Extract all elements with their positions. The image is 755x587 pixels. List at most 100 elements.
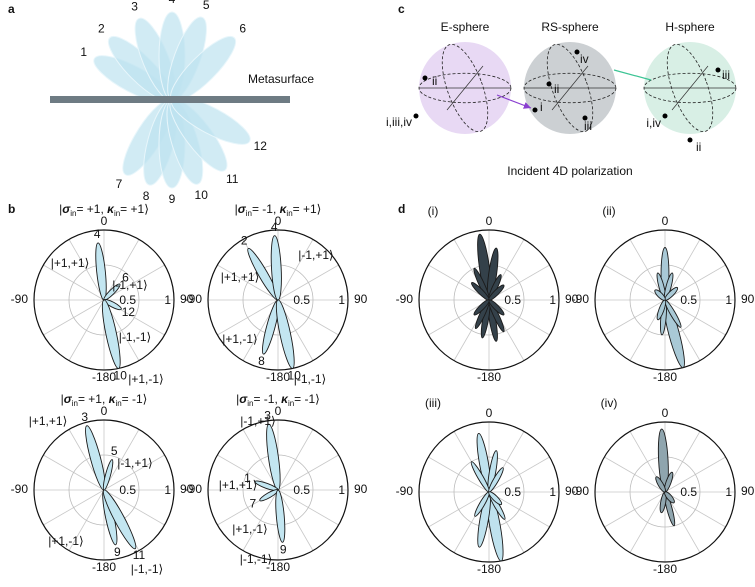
title-part: = +1, — [76, 202, 107, 216]
theta-tick-label: 90 — [180, 482, 194, 496]
title-part: κ — [109, 392, 117, 406]
r-grid-circle — [207, 419, 349, 561]
point-label: i,iii,iv — [386, 115, 412, 129]
lobe-label: 2 — [241, 234, 248, 248]
metasurface-label: Metasurface — [248, 72, 314, 86]
axis — [671, 65, 709, 111]
lobe-label: 10 — [114, 368, 128, 382]
beam-number: 9 — [169, 192, 176, 206]
theta-tick-label: 0 — [101, 214, 108, 228]
title-part: in — [288, 399, 294, 408]
beam-number: 2 — [98, 21, 105, 35]
state-label: |-1,-1⟩ — [131, 562, 163, 576]
title-part: in — [72, 399, 78, 408]
point-label: ii — [432, 74, 437, 88]
theta-tick-label: 0 — [275, 404, 282, 418]
lobe-label: 3 — [264, 408, 271, 422]
sphere-point — [582, 115, 588, 121]
state-label: |-1,+1⟩ — [240, 414, 275, 428]
title-part: in — [246, 209, 252, 218]
theta-tick-label: -90 — [572, 292, 590, 306]
beam-number: 6 — [239, 21, 246, 35]
theta-tick-label: 90 — [741, 292, 755, 306]
r-grid-circle — [68, 454, 140, 526]
theta-tick-label: -90 — [396, 484, 414, 498]
lobe-label: 5 — [111, 444, 118, 458]
r-tick-label: 1 — [725, 293, 732, 307]
r-grid-circle — [418, 421, 560, 563]
state-label: |-1,+1⟩ — [112, 278, 147, 292]
point-label: ii — [696, 140, 701, 154]
r-tick-label: 1 — [164, 483, 171, 497]
sphere-label: RS-sphere — [541, 20, 599, 34]
title-part: σ — [238, 202, 247, 216]
theta-tick-label: -180 — [653, 370, 677, 384]
state-label: |-1,-1⟩ — [119, 330, 151, 344]
beam-number: 10 — [195, 188, 209, 202]
state-label: |+1,-1⟩ — [232, 522, 267, 536]
theta-tick-label: -180 — [653, 562, 677, 576]
state-label: |-1,+1⟩ — [117, 456, 152, 470]
title-part: | — [236, 392, 239, 406]
title-part: in — [247, 399, 253, 408]
state-label: |+1,+1⟩ — [29, 414, 68, 428]
state-label: |-1,-1⟩ — [240, 552, 272, 566]
title-part: κ — [107, 202, 115, 216]
theta-tick-label: 0 — [275, 214, 282, 228]
lobe-label: 12 — [122, 305, 136, 319]
sphere-point — [715, 67, 721, 73]
r-tick-label: 1 — [549, 485, 556, 499]
title-part: | — [235, 202, 238, 216]
panel-label: d — [398, 202, 405, 216]
lobe — [488, 491, 503, 506]
point-label: iv — [580, 52, 589, 66]
r-tick-label: 0.5 — [293, 293, 310, 307]
title-part: in — [286, 209, 292, 218]
beam-number: 11 — [226, 172, 239, 186]
theta-tick-label: -180 — [477, 562, 501, 576]
point-label: i — [540, 100, 543, 114]
lobe-label: 9 — [114, 545, 121, 559]
metasurface — [50, 96, 290, 103]
r-tick-label: 1 — [549, 293, 556, 307]
plot-title: |σin= -1, κin= +1⟩ — [235, 202, 322, 218]
state-label: |+1,+1⟩ — [221, 270, 260, 284]
theta-tick-label: -90 — [396, 292, 414, 306]
lobe-label: 8 — [258, 354, 265, 368]
point-label: iii — [584, 119, 592, 133]
r-grid-circle — [207, 229, 349, 371]
mapping-arrow — [496, 94, 532, 109]
beam-number: 12 — [254, 139, 268, 153]
plot-label: (ii) — [602, 204, 615, 218]
lobe — [102, 489, 137, 550]
theta-tick-label: 0 — [486, 214, 493, 228]
theta-tick-label: -90 — [185, 292, 203, 306]
beam-number: 1 — [80, 45, 87, 59]
theta-tick-label: 90 — [565, 484, 579, 498]
title-part: σ — [64, 392, 73, 406]
theta-tick-label: -90 — [11, 292, 29, 306]
r-tick-label: 0.5 — [119, 293, 136, 307]
plot-title: |σin= +1, κin= -1⟩ — [61, 392, 148, 408]
theta-tick-label: -180 — [266, 370, 290, 384]
r-grid-circle — [594, 229, 736, 371]
plot-title: |σin= -1, κin= -1⟩ — [236, 392, 320, 408]
r-tick-label: 0.5 — [504, 485, 521, 499]
theta-tick-label: -90 — [185, 482, 203, 496]
sphere-label: H-sphere — [665, 20, 715, 34]
theta-tick-label: 0 — [662, 214, 669, 228]
sphere-point — [662, 113, 668, 119]
theta-tick-label: 90 — [354, 482, 368, 496]
beam-number: 3 — [131, 0, 138, 13]
state-label: |+1,-1⟩ — [48, 534, 83, 548]
lobe — [664, 491, 675, 504]
r-tick-label: 0.5 — [293, 483, 310, 497]
r-tick-label: 1 — [338, 293, 345, 307]
state-label: |+1,-1⟩ — [128, 372, 163, 386]
plot-label: (i) — [428, 204, 439, 218]
point-label: ii — [554, 82, 559, 96]
sphere-point — [413, 113, 419, 119]
sphere-point — [532, 107, 538, 113]
title-part: σ — [62, 202, 71, 216]
sphere-point — [687, 137, 693, 143]
